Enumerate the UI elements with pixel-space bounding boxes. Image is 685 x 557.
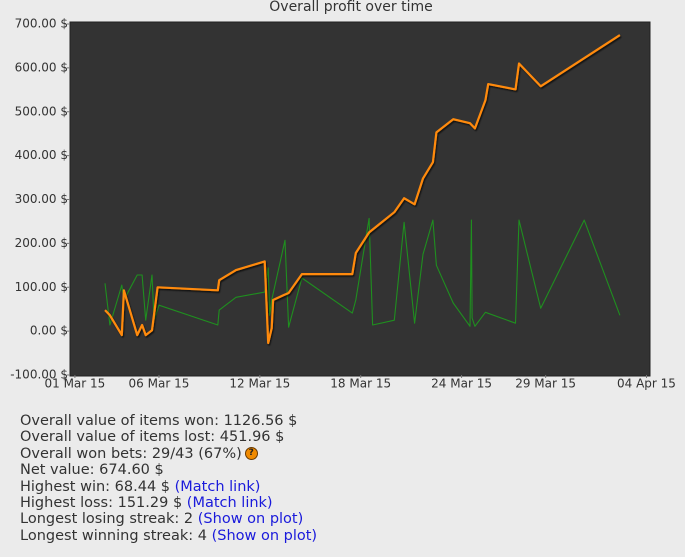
stat-line: Overall value of items lost: 451.96 $: [20, 429, 317, 445]
plot-area: [69, 21, 651, 377]
y-tick-label: 600.00 $: [15, 60, 68, 74]
stat-line: Longest losing streak: 2 (Show on plot): [20, 511, 317, 527]
stat-text: Highest loss: 151.29 $: [20, 495, 183, 512]
help-icon[interactable]: ?: [244, 447, 258, 461]
y-tick-label: 300.00 $: [15, 192, 68, 206]
stat-text: Overall value of items lost: 451.96 $: [20, 429, 285, 446]
x-tick-label: 01 Mar 15: [44, 377, 105, 391]
y-tick-label: 400.00 $: [15, 148, 68, 162]
y-tick-label: 700.00 $: [15, 17, 68, 31]
stats: Overall value of items won: 1126.56 $ Ove…: [20, 413, 317, 544]
stat-text: Longest losing streak: 2: [20, 511, 194, 528]
stat-text: Highest win: 68.44 $: [20, 478, 171, 495]
stat-line: Longest winning streak: 4 (Show on plot): [20, 528, 317, 544]
y-tick-label: -100.00 $: [10, 368, 68, 382]
stat-link[interactable]: (Match link): [174, 478, 261, 495]
stat-link[interactable]: (Match link): [186, 495, 273, 512]
chart: Overall profit over time -100.00 $ 0.00 $…: [10, 0, 676, 391]
stat-line: Highest win: 68.44 $ (Match link): [20, 479, 317, 495]
y-tick-label: 500.00 $: [15, 104, 68, 118]
x-tick-label: 18 Mar 15: [330, 377, 391, 391]
stat-text: Net value: 674.60 $: [20, 462, 164, 479]
stat-line: Overall won bets: 29/43 (67%)?: [20, 446, 317, 462]
stat-line: Highest loss: 151.29 $ (Match link): [20, 495, 317, 511]
stat-line: Net value: 674.60 $: [20, 462, 317, 478]
stat-line: Overall value of items won: 1126.56 $: [20, 413, 317, 429]
stat-text: Overall value of items won: 1126.56 $: [20, 413, 298, 429]
y-tick-label: 200.00 $: [15, 236, 68, 250]
x-tick-label: 06 Mar 15: [129, 377, 190, 391]
stat-text: Overall won bets: 29/43 (67%): [20, 445, 242, 462]
series-line: [104, 217, 621, 328]
x-tick-label: 29 Mar 15: [515, 377, 576, 391]
stat-text: Longest winning streak: 4: [20, 527, 207, 544]
chart-title: Overall profit over time: [269, 0, 432, 15]
x-tick-label: 04 Apr 15: [617, 377, 676, 391]
stat-link[interactable]: (Show on plot): [211, 527, 318, 544]
stat-link[interactable]: (Show on plot): [197, 511, 304, 528]
series-line: [104, 34, 621, 345]
x-tick-label: 12 Mar 15: [229, 377, 290, 391]
y-tick-label: 0.00 $: [30, 324, 68, 338]
x-tick-label: 24 Mar 15: [431, 377, 492, 391]
y-tick-label: 100.00 $: [15, 280, 68, 294]
